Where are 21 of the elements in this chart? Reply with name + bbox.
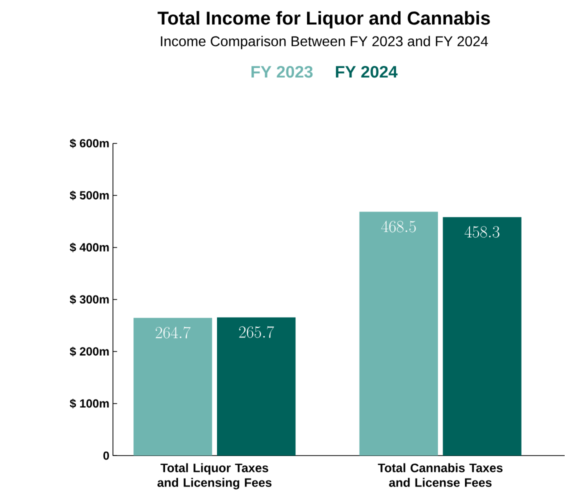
y-tick-label: $ 100m (70, 398, 109, 409)
text: FY 2024 (336, 66, 398, 78)
chart-subtitle: Income Comparison Between FY 2023 and FY 2024 (160, 36, 488, 50)
data-label: 264.7 (156, 326, 190, 339)
chart-title: Total Income for Liquor and Cannabis (158, 11, 490, 29)
bar (134, 318, 212, 456)
y-tick-label: $ 500m (70, 190, 109, 200)
x-tick-label: Total Liquor Taxes and Licensing Fees (157, 463, 272, 490)
y-tick-label: $ 600m (70, 138, 109, 148)
y-tick-label: 0 (103, 452, 109, 460)
data-label: 458.3 (464, 226, 500, 238)
bar (217, 318, 296, 456)
text: FY 2023 (252, 66, 313, 78)
x-tick-label: Total Cannabis Taxes and License Fees (378, 463, 503, 488)
y-tick-label: $ 400m (70, 242, 109, 252)
data-label: 265.7 (239, 326, 274, 338)
bar (359, 212, 438, 456)
y-tick-label: $ 300m (70, 294, 109, 304)
bar (442, 217, 522, 456)
data-label: 468.5 (381, 220, 416, 232)
y-tick-label: $ 200m (70, 346, 109, 357)
